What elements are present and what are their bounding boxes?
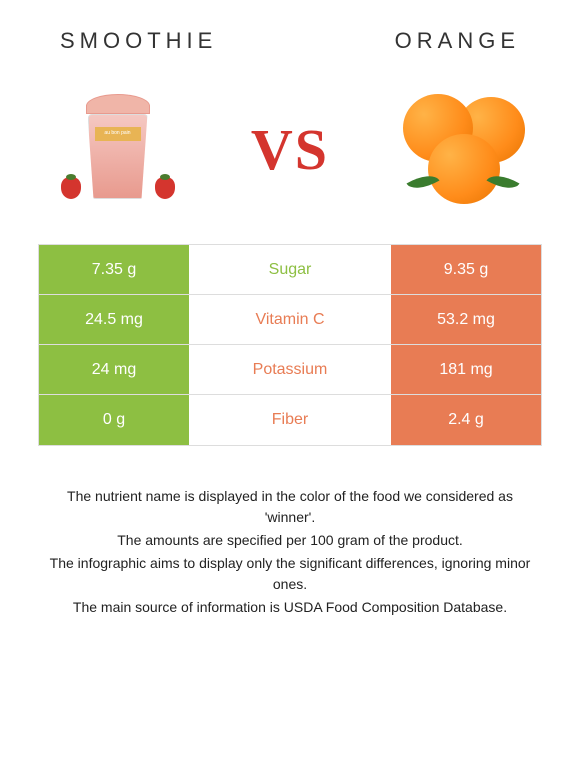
left-value: 7.35 g: [39, 245, 189, 294]
nutrient-name: Potassium: [189, 345, 391, 394]
footer-line: The main source of information is USDA F…: [40, 597, 540, 618]
right-food-title: ORANGE: [395, 28, 520, 54]
right-value: 9.35 g: [391, 245, 541, 294]
footer-text: The nutrient name is displayed in the co…: [40, 486, 540, 618]
nutrient-row: 24 mg Potassium 181 mg: [39, 345, 541, 395]
nutrient-name: Fiber: [189, 395, 391, 445]
header: SMOOTHIE ORANGE: [0, 0, 580, 64]
nutrient-row: 24.5 mg Vitamin C 53.2 mg: [39, 295, 541, 345]
footer-line: The nutrient name is displayed in the co…: [40, 486, 540, 528]
left-value: 24 mg: [39, 345, 189, 394]
footer-line: The infographic aims to display only the…: [40, 553, 540, 595]
nutrient-table: 7.35 g Sugar 9.35 g 24.5 mg Vitamin C 53…: [38, 244, 542, 446]
left-value: 24.5 mg: [39, 295, 189, 344]
smoothie-image: au bon pain: [40, 79, 195, 219]
nutrient-name: Sugar: [189, 245, 391, 294]
images-row: au bon pain VS: [0, 64, 580, 244]
right-value: 181 mg: [391, 345, 541, 394]
right-value: 2.4 g: [391, 395, 541, 445]
nutrient-row: 7.35 g Sugar 9.35 g: [39, 245, 541, 295]
nutrient-name: Vitamin C: [189, 295, 391, 344]
left-food-title: SMOOTHIE: [60, 28, 217, 54]
nutrient-row: 0 g Fiber 2.4 g: [39, 395, 541, 445]
orange-image: [385, 79, 540, 219]
vs-label: VS: [251, 116, 329, 183]
left-value: 0 g: [39, 395, 189, 445]
right-value: 53.2 mg: [391, 295, 541, 344]
footer-line: The amounts are specified per 100 gram o…: [40, 530, 540, 551]
